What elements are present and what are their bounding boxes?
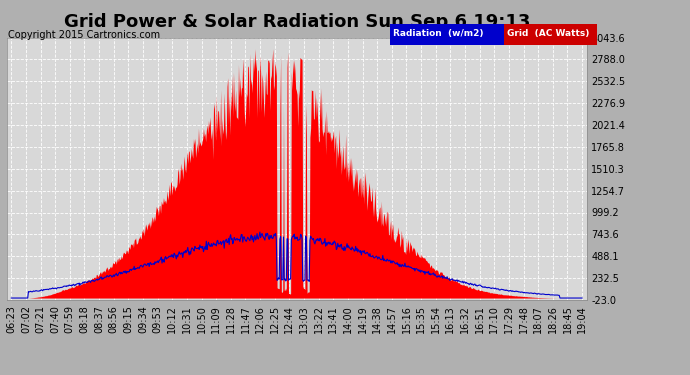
Text: Copyright 2015 Cartronics.com: Copyright 2015 Cartronics.com: [8, 30, 160, 39]
Text: Radiation  (w/m2): Radiation (w/m2): [393, 29, 484, 38]
Text: Grid  (AC Watts): Grid (AC Watts): [507, 29, 589, 38]
Text: Grid Power & Solar Radiation Sun Sep 6 19:13: Grid Power & Solar Radiation Sun Sep 6 1…: [63, 13, 530, 31]
